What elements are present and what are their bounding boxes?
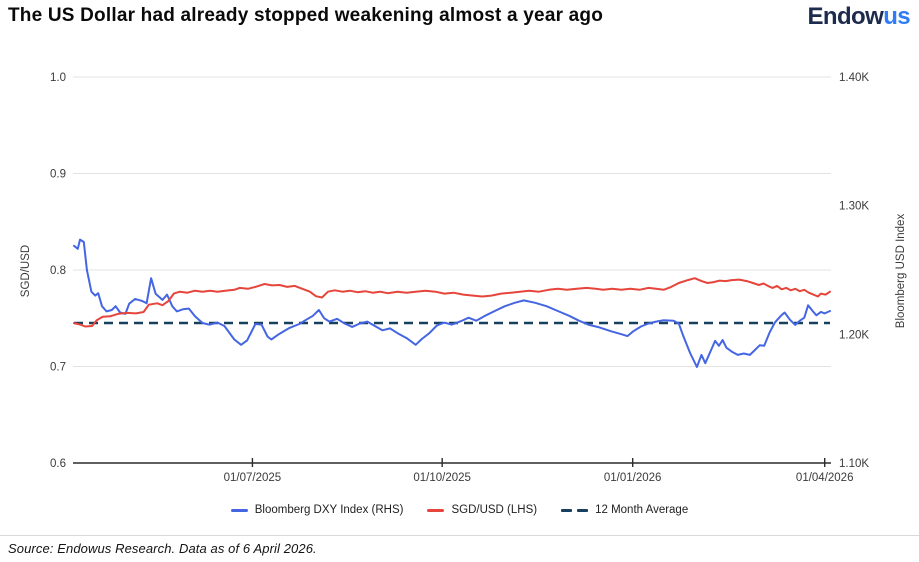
sgdusd-line-swatch <box>427 508 445 512</box>
left-axis-title: SGD/USD <box>20 245 32 297</box>
legend-item-sgdusd: SGD/USD (LHS) <box>427 504 537 516</box>
legend-label-dxy: Bloomberg DXY Index (RHS) <box>254 504 404 516</box>
legend-item-average: 12 Month Average <box>561 504 688 516</box>
page-title: The US Dollar had already stopped weaken… <box>8 5 604 26</box>
right-axis-tick-label: 1.10K <box>839 458 869 470</box>
left-axis-tick-label: 1.0 <box>50 72 66 84</box>
x-axis-tick-label: 01/01/2026 <box>604 472 662 484</box>
right-axis-title: Bloomberg USD Index <box>895 214 907 329</box>
right-axis-tick-label: 1.40K <box>839 72 869 84</box>
x-axis-tick-label: 01/04/2026 <box>796 472 854 484</box>
x-axis-tick-label: 01/10/2025 <box>413 472 471 484</box>
series-line-1 <box>73 277 831 328</box>
logo-text-blue: us <box>883 3 910 30</box>
left-axis-tick-label: 0.9 <box>50 169 66 181</box>
footer-divider <box>0 535 919 536</box>
legend-label-sgdusd: SGD/USD (LHS) <box>451 504 538 516</box>
legend-item-dxy: Bloomberg DXY Index (RHS) <box>230 504 404 516</box>
average-dash-swatch <box>561 508 589 512</box>
left-axis-tick-label: 0.7 <box>50 362 66 374</box>
logo-text-dark: Endow <box>807 3 884 30</box>
left-axis-tick-label: 0.8 <box>50 265 66 277</box>
right-axis-tick-label: 1.30K <box>839 201 869 213</box>
chart-legend: Bloomberg DXY Index (RHS) SGD/USD (LHS) … <box>0 501 919 519</box>
legend-label-average: 12 Month Average <box>595 504 689 516</box>
endowus-logo: Endowus <box>807 3 911 31</box>
source-note: Source: Endowus Research. Data as of 6 A… <box>8 541 317 556</box>
left-axis-tick-label: 0.6 <box>50 458 66 470</box>
x-axis-tick-label: 01/07/2025 <box>224 472 282 484</box>
dxy-line-swatch <box>230 508 248 512</box>
right-axis-tick-label: 1.20K <box>839 329 869 341</box>
series-line-0 <box>73 238 831 368</box>
